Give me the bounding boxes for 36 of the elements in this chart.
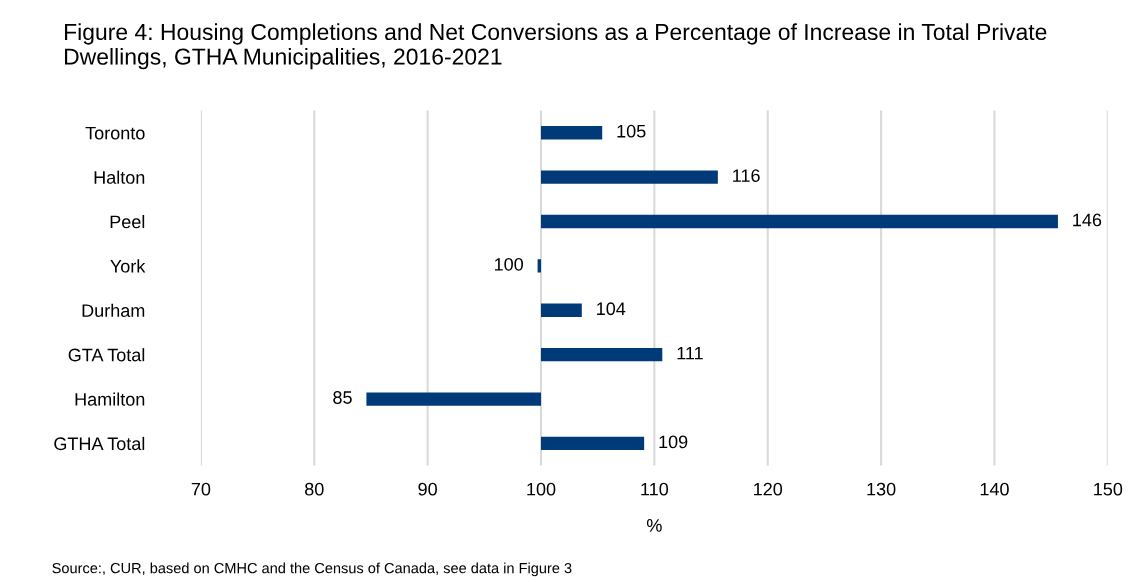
bar [541,170,718,184]
bar [366,392,541,406]
x-tick-label: 130 [867,482,896,496]
x-tick-label: 70 [191,482,211,496]
y-tick-label: Peel [110,214,145,229]
data-label: 85 [333,391,352,404]
y-tick-label: GTHA Total [54,436,145,451]
bar [541,303,582,317]
data-label: 111 [677,346,703,360]
y-tick-label: Toronto [85,126,145,140]
bar [541,348,663,362]
x-tick-label: 90 [418,482,437,496]
y-tick-label: York [110,259,146,273]
x-tick-label: 120 [754,482,783,496]
x-tick-label: 140 [980,482,1009,496]
x-axis-title: % [646,519,662,532]
bar [537,259,541,273]
x-tick-label: 110 [641,482,669,496]
y-tick-label: Durham [82,303,145,317]
data-label: 104 [597,302,626,316]
data-label: 109 [659,435,688,449]
y-tick-label: GTA Total [68,348,145,362]
x-tick-label: 150 [1094,482,1123,496]
bar [541,126,603,140]
bar [541,214,1058,229]
y-tick-label: Hamilton [75,392,145,406]
data-label: 146 [1073,213,1102,227]
chart-title: Figure 4: Housing Completions and Net Conversions as a Percentage of Increase in Total Private Dwellings, GTHA Municipalities, 2016-2021 [65,23,1047,70]
x-tick-label: 80 [305,482,324,496]
data-label: 100 [494,257,523,271]
y-tick-label: Halton [94,170,145,184]
bar [541,436,645,451]
data-label: 116 [733,169,760,182]
data-label: 105 [617,124,646,138]
source-note: Source:, CUR, based on CMHC and the Census of Canada, see data in Figure 3 [52,562,572,577]
x-tick-label: 100 [527,482,556,496]
